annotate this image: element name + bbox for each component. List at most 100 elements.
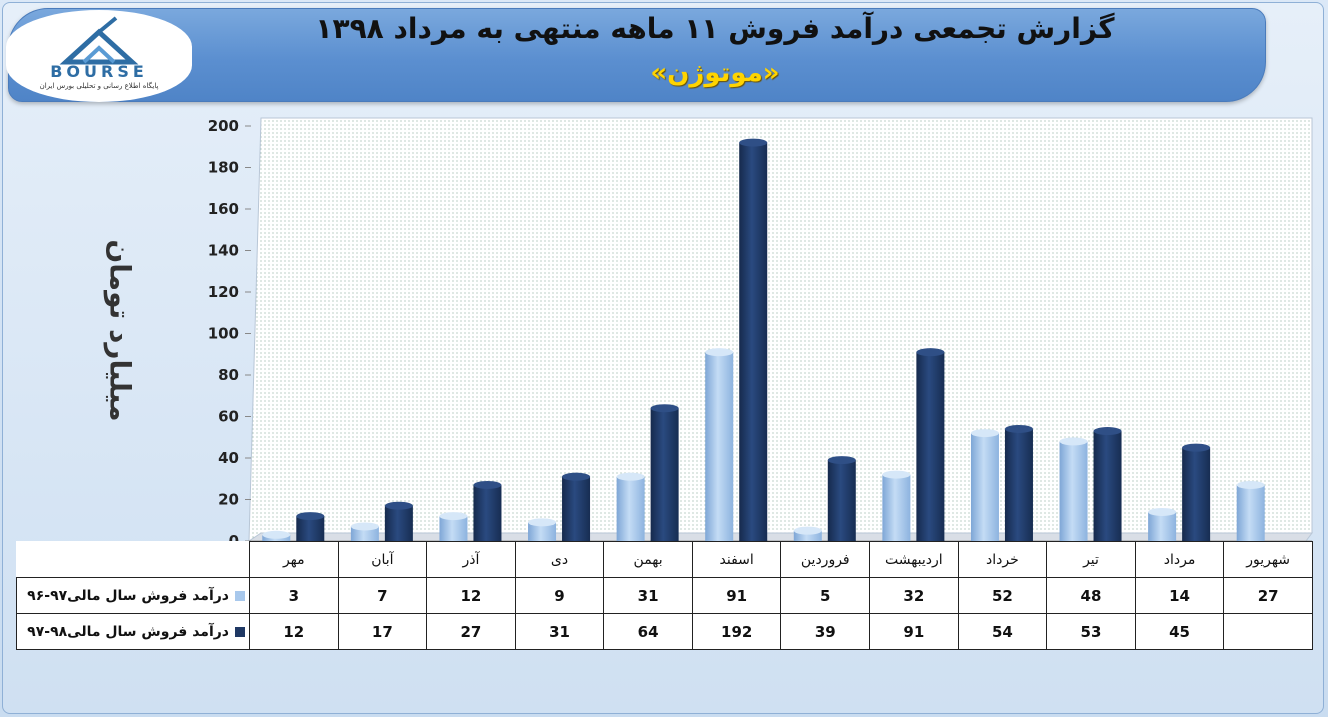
data-label: 31 bbox=[514, 613, 605, 650]
data-table: مهر آبان آذر دی بهمن اسفند فروردین اردیبهشت خردا… bbox=[16, 541, 1313, 650]
bar-body bbox=[705, 352, 734, 541]
bar-body bbox=[1004, 428, 1033, 541]
data-label: 91 bbox=[691, 577, 782, 614]
bar bbox=[439, 512, 468, 545]
bar-chart: 020406080100120140160180200 bbox=[208, 117, 1313, 550]
y-tick-label: 60 bbox=[218, 408, 239, 426]
bar bbox=[1059, 437, 1088, 545]
bar bbox=[1004, 424, 1033, 545]
bar bbox=[616, 472, 645, 545]
bar-body bbox=[827, 460, 856, 541]
x-tick-label: فروردین bbox=[780, 541, 871, 578]
data-label: 12 bbox=[426, 577, 516, 614]
bar-cap bbox=[439, 512, 468, 521]
bar-cap bbox=[1236, 480, 1265, 489]
title-banner bbox=[8, 8, 1266, 102]
bar-body bbox=[296, 516, 325, 541]
plot-area bbox=[248, 117, 1313, 542]
logo-text: BOURSE bbox=[50, 62, 148, 81]
bar bbox=[650, 404, 679, 545]
bar-cap bbox=[296, 512, 325, 521]
data-label: 39 bbox=[780, 613, 871, 650]
bar-cap bbox=[1004, 424, 1033, 433]
bar bbox=[916, 348, 945, 545]
data-label: 54 bbox=[957, 613, 1048, 650]
bar bbox=[1148, 507, 1177, 545]
legend-entry: درآمد فروش سال مالی۹۸-۹۷ bbox=[16, 613, 250, 650]
bar-cap bbox=[827, 456, 856, 465]
bar bbox=[384, 501, 413, 545]
bar-body bbox=[616, 476, 645, 541]
bar-cap bbox=[705, 348, 734, 357]
x-tick-label: آذر bbox=[426, 541, 516, 578]
x-tick-label: اردیبهشت bbox=[869, 541, 959, 578]
bar-body bbox=[384, 505, 413, 541]
data-label: 17 bbox=[337, 613, 428, 650]
x-tick-label: مرداد bbox=[1134, 541, 1225, 578]
bar-cap bbox=[970, 429, 999, 438]
bar-body bbox=[650, 408, 679, 541]
data-label: 52 bbox=[957, 577, 1048, 614]
bourse-logo: BOURSE پایگاه اطلاع رسانی و تحلیلی بورس … bbox=[6, 10, 192, 102]
bar-body bbox=[1182, 447, 1211, 541]
bar-body bbox=[439, 516, 468, 541]
data-label: 5 bbox=[780, 577, 871, 614]
legend-entry: درآمد فروش سال مالی۹۷-۹۶ bbox=[16, 577, 250, 614]
table-corner-cell bbox=[17, 542, 250, 578]
bar-cap bbox=[528, 518, 557, 527]
chart-title: گزارش تجمعی درآمد فروش ۱۱ ماهه منتهی به … bbox=[315, 12, 1115, 45]
bar-cap bbox=[562, 472, 591, 481]
bar-body bbox=[473, 484, 502, 541]
bar-cap bbox=[1148, 507, 1177, 516]
bar-cap bbox=[616, 472, 645, 481]
y-tick-label: 120 bbox=[208, 283, 239, 301]
bar bbox=[705, 348, 734, 545]
bar bbox=[473, 480, 502, 545]
data-label: 12 bbox=[249, 613, 339, 650]
bar-body bbox=[916, 352, 945, 541]
legend-swatch-icon bbox=[235, 626, 245, 637]
chart-subtitle: «موتوژن» bbox=[650, 58, 780, 88]
bar-cap bbox=[1182, 443, 1211, 452]
data-label bbox=[1223, 613, 1313, 650]
bar-body bbox=[562, 476, 591, 541]
bar-cap bbox=[473, 480, 502, 489]
y-tick-label: 40 bbox=[218, 449, 239, 467]
logo-tagline: پایگاه اطلاع رسانی و تحلیلی بورس ایران bbox=[39, 82, 159, 90]
x-tick-label: دی bbox=[514, 541, 605, 578]
bar-body bbox=[528, 522, 557, 541]
data-label: 45 bbox=[1134, 613, 1225, 650]
data-label: 91 bbox=[869, 613, 959, 650]
x-tick-label: اسفند bbox=[691, 541, 782, 578]
bar-cap bbox=[650, 404, 679, 413]
legend-label: درآمد فروش سال مالی۹۷-۹۶ bbox=[27, 587, 229, 604]
bar-cap bbox=[384, 501, 413, 510]
data-label: 31 bbox=[603, 577, 693, 614]
bar-body bbox=[793, 530, 822, 541]
bar-cap bbox=[1059, 437, 1088, 446]
bar bbox=[1236, 480, 1265, 545]
data-label: 14 bbox=[1134, 577, 1225, 614]
bar bbox=[882, 470, 911, 545]
x-tick-label: خرداد bbox=[957, 541, 1048, 578]
data-label: 32 bbox=[869, 577, 959, 614]
y-tick-label: 80 bbox=[218, 366, 239, 384]
bar-cap bbox=[1093, 427, 1122, 436]
table-header-row: مهر آبان آذر دی بهمن اسفند فروردین اردیبهشت خردا… bbox=[17, 541, 1313, 578]
bar-cap bbox=[739, 138, 768, 147]
bar bbox=[1093, 427, 1122, 545]
bar-cap bbox=[262, 530, 291, 539]
bar bbox=[562, 472, 591, 545]
bar-body bbox=[882, 474, 911, 541]
data-label: 192 bbox=[691, 613, 782, 650]
data-label: 9 bbox=[514, 577, 605, 614]
legend-label: درآمد فروش سال مالی۹۸-۹۷ bbox=[27, 623, 229, 640]
x-tick-label: شهریور bbox=[1223, 541, 1313, 578]
bar-body bbox=[1093, 431, 1122, 541]
x-tick-label: مهر bbox=[249, 541, 339, 578]
legend-swatch-icon bbox=[235, 590, 245, 601]
x-tick-label: تیر bbox=[1046, 541, 1136, 578]
bar bbox=[739, 138, 768, 545]
bar-body bbox=[1236, 484, 1265, 541]
bar-body bbox=[1148, 511, 1177, 541]
